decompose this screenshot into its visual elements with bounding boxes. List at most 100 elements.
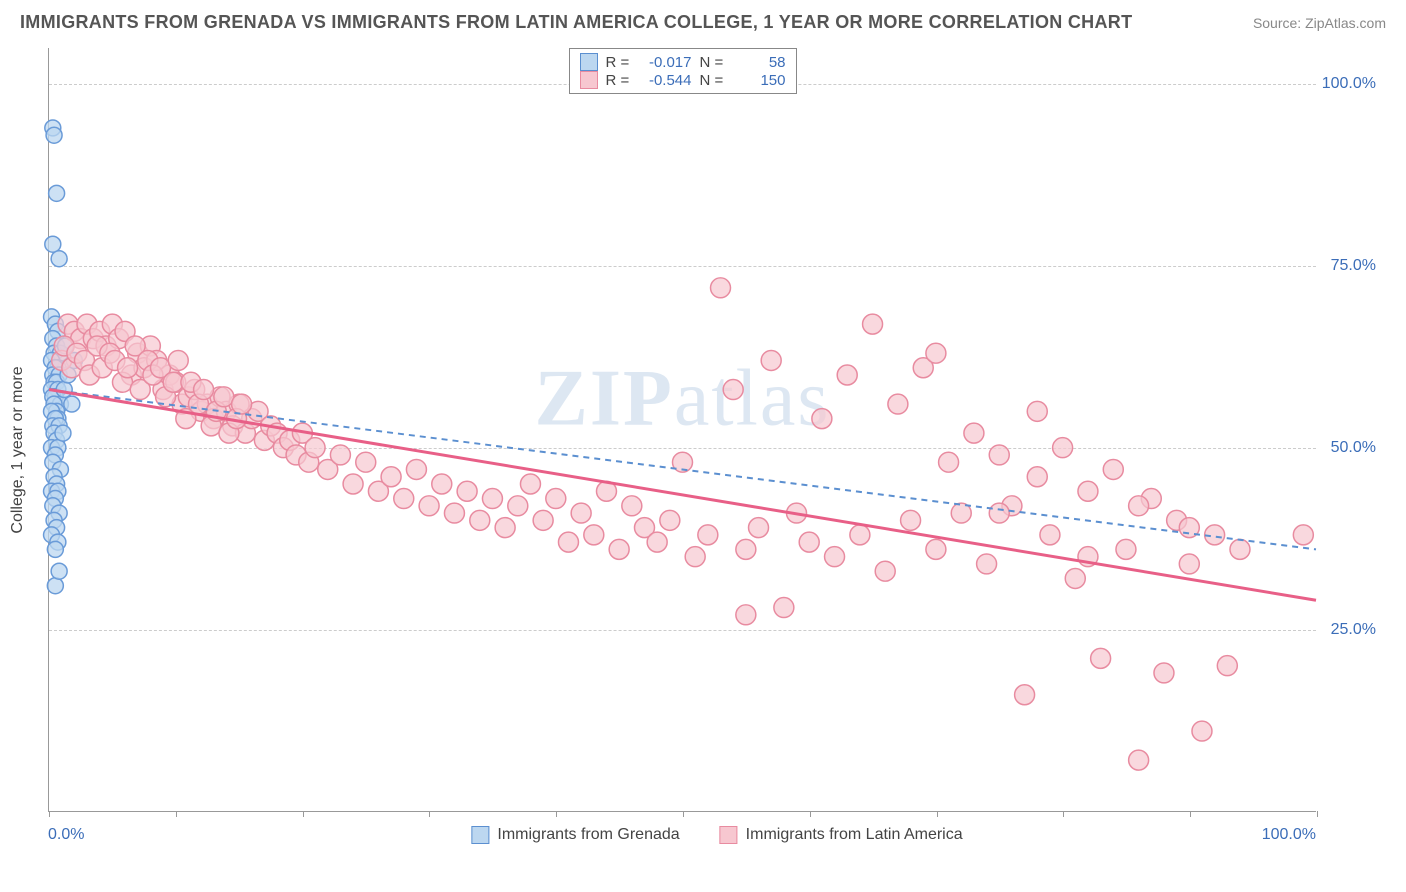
chart-source: Source: ZipAtlas.com	[1253, 15, 1386, 31]
legend-top-row: R = -0.544 N = 150	[580, 71, 786, 89]
legend-bottom-item: Immigrants from Grenada	[471, 826, 679, 844]
scatter-point	[749, 518, 769, 538]
scatter-point	[406, 459, 426, 479]
scatter-point	[1293, 525, 1313, 545]
x-tick	[303, 811, 304, 817]
y-tick-label: 75.0%	[1331, 257, 1376, 275]
legend-n-label: N =	[700, 72, 728, 89]
scatter-point	[214, 387, 234, 407]
x-tick	[429, 811, 430, 817]
scatter-point	[1053, 438, 1073, 458]
scatter-point	[989, 445, 1009, 465]
scatter-point	[584, 525, 604, 545]
scatter-point	[723, 380, 743, 400]
scatter-point	[558, 532, 578, 552]
scatter-point	[1091, 648, 1111, 668]
scatter-point	[660, 510, 680, 530]
scatter-point	[330, 445, 350, 465]
scatter-point	[546, 489, 566, 509]
legend-top: R =-0.017N =58R = -0.544 N = 150	[569, 48, 797, 94]
scatter-point	[508, 496, 528, 516]
scatter-point	[901, 510, 921, 530]
scatter-point	[622, 496, 642, 516]
x-tick	[683, 811, 684, 817]
scatter-point	[989, 503, 1009, 523]
scatter-point	[698, 525, 718, 545]
scatter-point	[571, 503, 591, 523]
scatter-point	[837, 365, 857, 385]
scatter-point	[381, 467, 401, 487]
scatter-point	[1129, 750, 1149, 770]
scatter-point	[825, 547, 845, 567]
scatter-point	[168, 350, 188, 370]
x-tick	[49, 811, 50, 817]
legend-label: Immigrants from Latin America	[746, 826, 963, 844]
scatter-point	[45, 236, 61, 252]
x-tick	[810, 811, 811, 817]
scatter-point	[1217, 656, 1237, 676]
scatter-point	[647, 532, 667, 552]
scatter-point	[875, 561, 895, 581]
scatter-point	[964, 423, 984, 443]
scatter-point	[609, 539, 629, 559]
scatter-point	[761, 350, 781, 370]
chart-container: College, 1 year or more ZIPatlas R =-0.0…	[48, 48, 1386, 852]
scatter-point	[736, 539, 756, 559]
scatter-point	[55, 425, 71, 441]
scatter-point	[51, 563, 67, 579]
x-tick	[937, 811, 938, 817]
legend-n-value: 58	[736, 54, 786, 71]
scatter-point	[1027, 467, 1047, 487]
scatter-point	[799, 532, 819, 552]
scatter-point	[1192, 721, 1212, 741]
scatter-point	[444, 503, 464, 523]
x-tick	[1063, 811, 1064, 817]
scatter-point	[118, 358, 138, 378]
scatter-point	[1154, 663, 1174, 683]
scatter-point	[51, 251, 67, 267]
scatter-point	[1129, 496, 1149, 516]
legend-r-value: -0.544	[642, 72, 692, 89]
legend-swatch	[471, 826, 489, 844]
scatter-point	[520, 474, 540, 494]
legend-top-row: R =-0.017N =58	[580, 53, 786, 71]
scatter-point	[56, 382, 72, 398]
legend-r-label: R =	[606, 72, 634, 89]
legend-r-label: R =	[606, 54, 634, 71]
legend-label: Immigrants from Grenada	[497, 826, 679, 844]
scatter-point	[232, 394, 252, 414]
x-tick	[176, 811, 177, 817]
scatter-point	[343, 474, 363, 494]
legend-swatch	[580, 53, 598, 71]
scatter-point	[305, 438, 325, 458]
x-tick	[1317, 811, 1318, 817]
scatter-point	[1040, 525, 1060, 545]
scatter-point	[47, 578, 63, 594]
y-axis-title: College, 1 year or more	[9, 366, 27, 533]
y-tick-label: 50.0%	[1331, 439, 1376, 457]
scatter-point	[1027, 401, 1047, 421]
scatter-point	[850, 525, 870, 545]
y-tick-label: 25.0%	[1331, 621, 1376, 639]
scatter-point	[1230, 539, 1250, 559]
scatter-point	[64, 396, 80, 412]
scatter-point	[939, 452, 959, 472]
legend-bottom-item: Immigrants from Latin America	[720, 826, 963, 844]
scatter-point	[533, 510, 553, 530]
legend-swatch	[720, 826, 738, 844]
legend-n-value: 150	[736, 72, 786, 89]
scatter-point	[495, 518, 515, 538]
scatter-point	[685, 547, 705, 567]
legend-swatch	[580, 71, 598, 89]
scatter-point	[977, 554, 997, 574]
scatter-point	[1078, 481, 1098, 501]
scatter-point	[1015, 685, 1035, 705]
scatter-point	[163, 372, 183, 392]
scatter-point	[736, 605, 756, 625]
plot-area: ZIPatlas R =-0.017N =58R =-0.544N =150	[48, 48, 1316, 812]
scatter-point	[432, 474, 452, 494]
x-axis-label-min: 0.0%	[48, 826, 84, 844]
trend-line	[49, 390, 1316, 550]
legend-bottom: Immigrants from Grenada Immigrants from L…	[471, 826, 962, 844]
scatter-point	[419, 496, 439, 516]
